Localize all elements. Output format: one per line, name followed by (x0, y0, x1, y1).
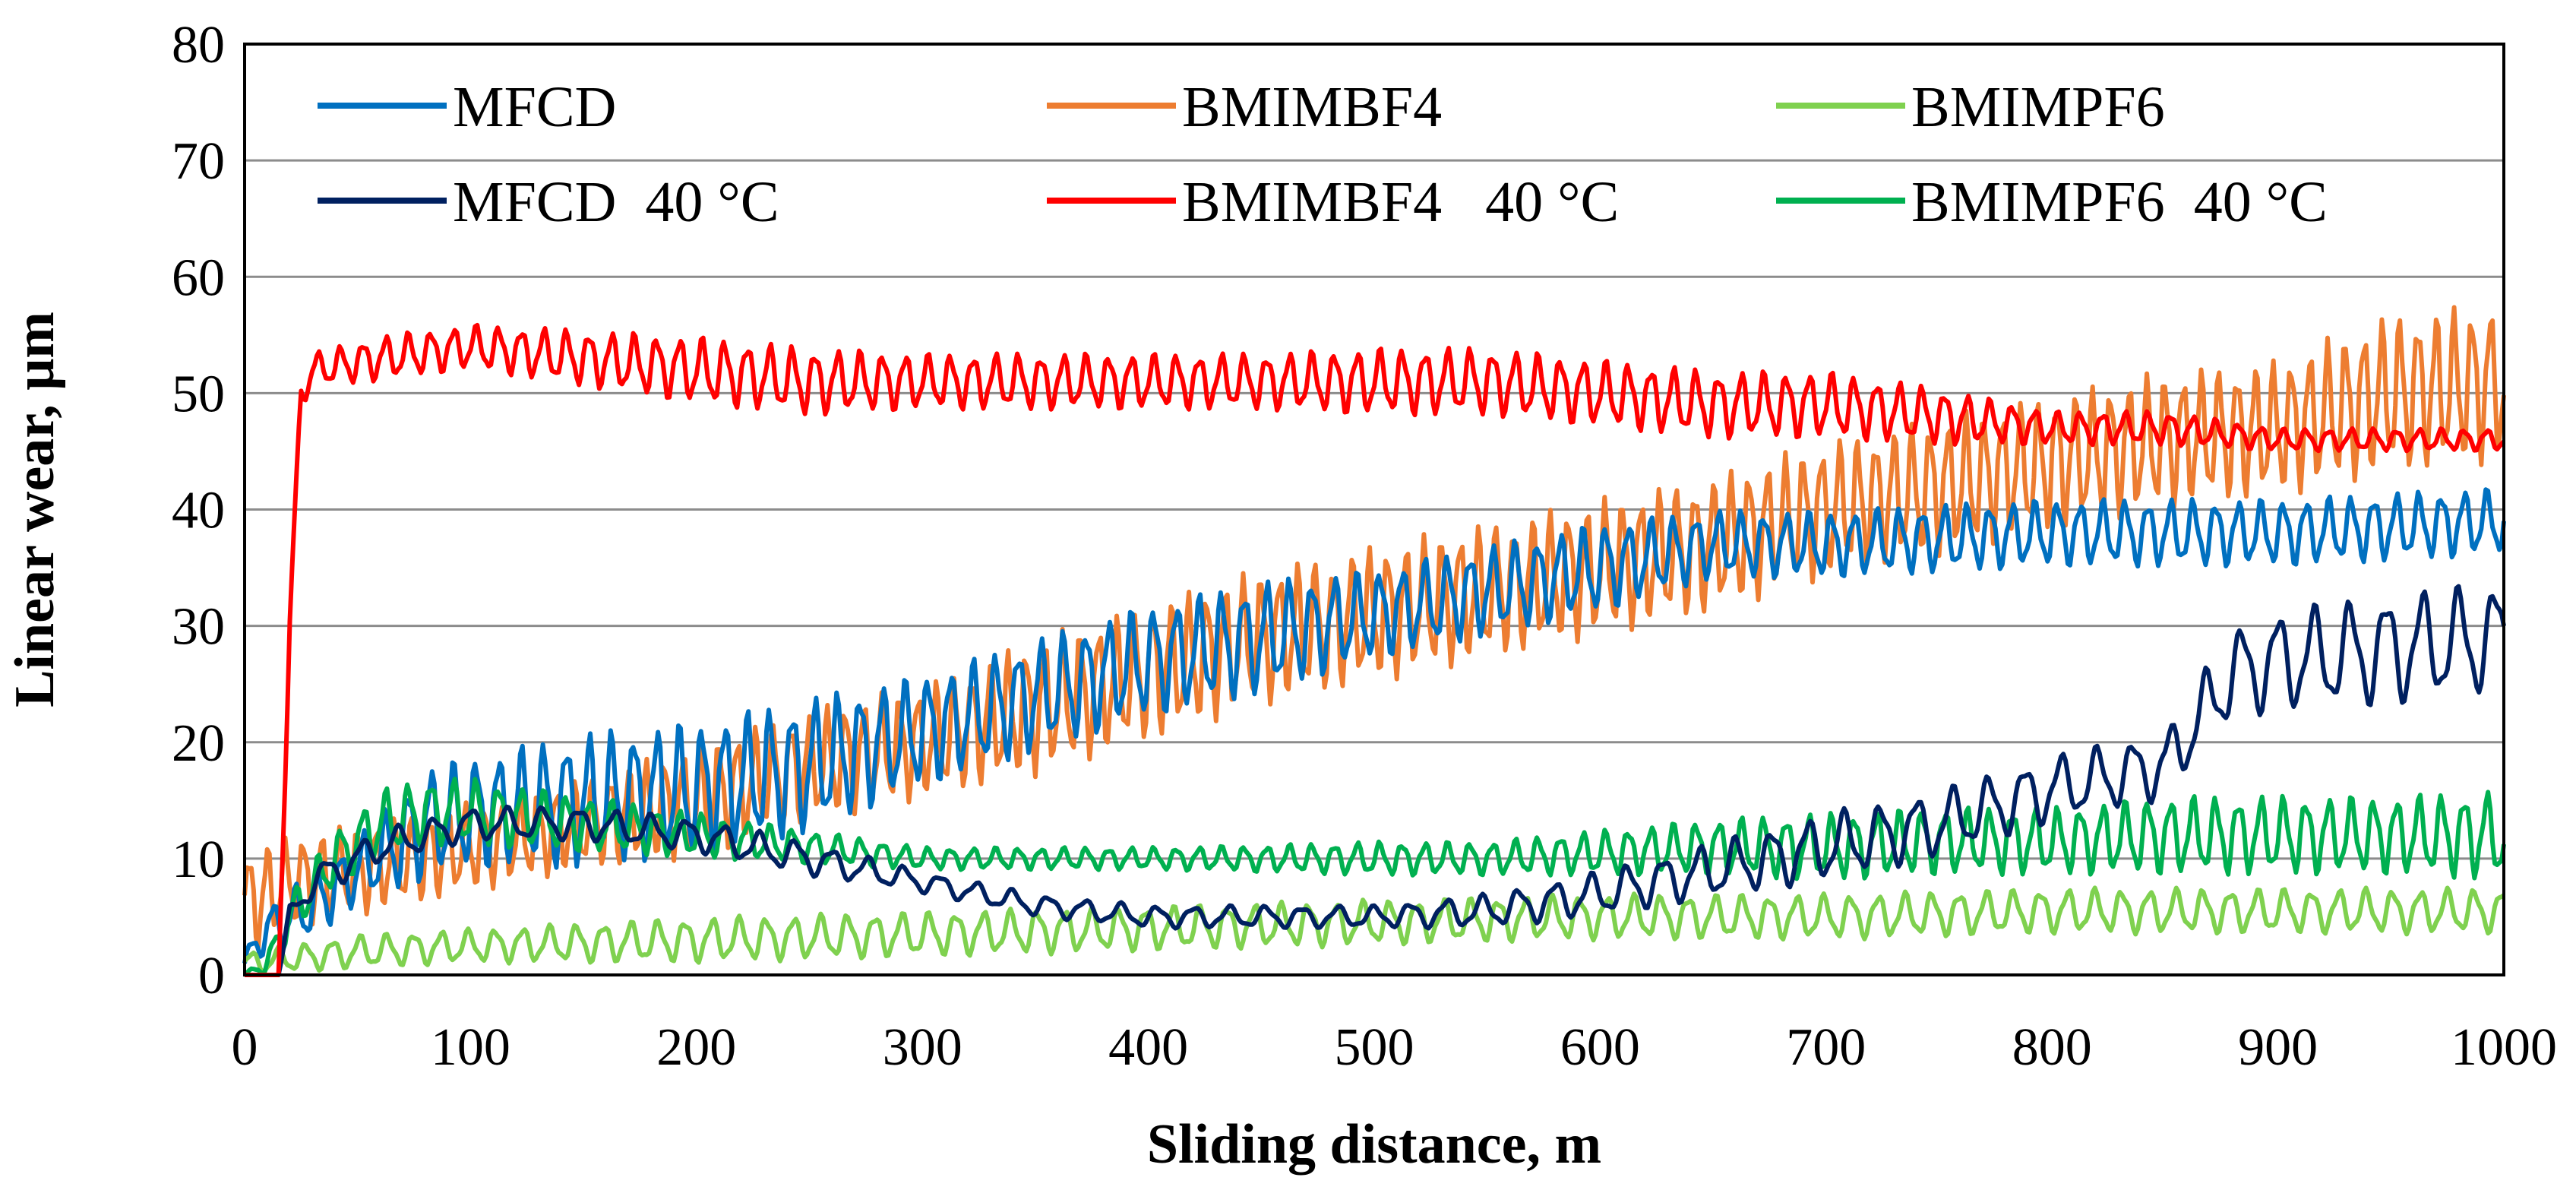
y-axis-title: Linear wear, μm (4, 312, 66, 707)
legend-label: BMIMBF4 40 °C (1182, 170, 1619, 234)
legend-label: BMIMPF6 40 °C (1911, 170, 2328, 234)
x-tick-label: 100 (431, 1018, 510, 1077)
x-tick-label: 500 (1335, 1018, 1414, 1077)
y-tick-label: 60 (172, 248, 225, 307)
x-tick-label: 400 (1108, 1018, 1188, 1077)
series-line (242, 487, 2506, 964)
y-tick-label: 80 (172, 16, 225, 74)
x-tick-label: 200 (656, 1018, 736, 1077)
x-axis-title: Sliding distance, m (1147, 1113, 1601, 1176)
y-tick-label: 50 (172, 365, 225, 423)
y-tick-label: 30 (172, 598, 225, 657)
y-tick-label: 10 (172, 831, 225, 889)
series-layer (242, 305, 2506, 977)
x-tick-label: 900 (2238, 1018, 2318, 1077)
series-line (242, 885, 2505, 975)
x-tick-label: 1000 (2451, 1018, 2557, 1077)
x-tick-label: 300 (883, 1018, 962, 1077)
x-tick-label: 700 (1786, 1018, 1866, 1077)
x-tick-label: 800 (2012, 1018, 2092, 1077)
plot-area-border (243, 43, 2505, 976)
y-tick-label: 70 (172, 132, 225, 191)
series-line (243, 777, 2506, 977)
series-line (245, 322, 2506, 977)
legend-label: MFCD (453, 75, 616, 139)
series-line (245, 584, 2506, 977)
legend-label: BMIMPF6 (1911, 75, 2165, 139)
legend-label: MFCD 40 °C (453, 170, 779, 234)
x-tick-label: 600 (1560, 1018, 1640, 1077)
y-tick-label: 20 (172, 714, 225, 773)
y-tick-label: 40 (172, 482, 225, 540)
legend: MFCD BMIMBF4 BMIMPF6 MFCD 40 °C BMIMBF4 40 °… (318, 75, 2328, 234)
y-tick-label: 0 (198, 947, 225, 1005)
x-tick-label: 0 (232, 1018, 258, 1077)
legend-label: BMIMBF4 (1182, 75, 1442, 139)
